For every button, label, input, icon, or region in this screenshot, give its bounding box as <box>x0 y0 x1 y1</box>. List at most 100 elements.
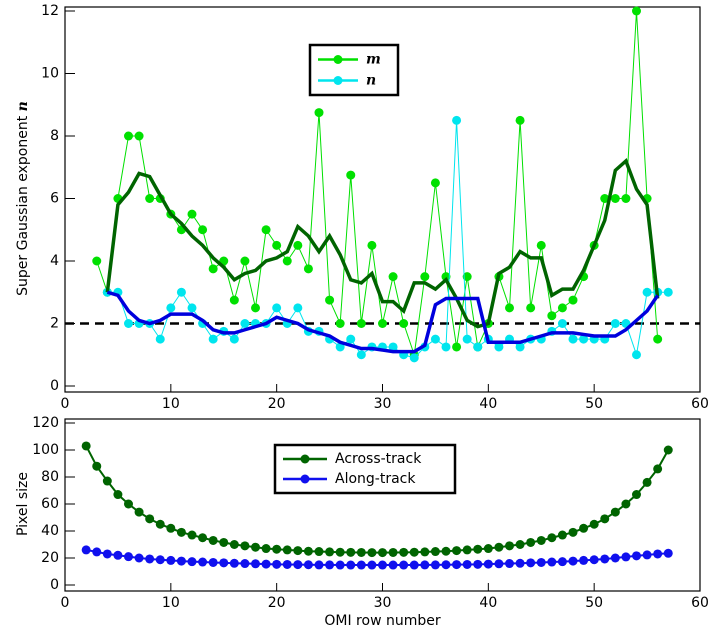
data-point <box>166 555 176 565</box>
data-point <box>261 544 271 554</box>
legend-marker <box>333 76 343 85</box>
data-point <box>632 350 641 360</box>
data-point <box>293 560 303 570</box>
x-tick-label: 20 <box>268 595 286 611</box>
data-point <box>526 558 536 568</box>
data-point <box>452 342 462 352</box>
data-point <box>378 319 387 328</box>
y-tick-label: 10 <box>41 66 59 82</box>
data-point <box>176 556 186 566</box>
data-point <box>314 108 324 118</box>
data-point <box>102 549 112 559</box>
data-point <box>303 264 313 274</box>
data-point <box>505 541 514 551</box>
x-tick-label: 60 <box>691 396 709 412</box>
x-tick-label: 50 <box>585 595 603 611</box>
data-point <box>187 303 197 313</box>
data-point <box>367 240 377 250</box>
data-point <box>251 559 260 569</box>
data-point <box>314 560 324 570</box>
data-point <box>430 547 440 557</box>
data-point <box>462 545 472 555</box>
data-point <box>145 194 155 203</box>
data-point <box>272 559 282 569</box>
data-point <box>642 287 652 297</box>
data-point <box>303 560 313 570</box>
data-point <box>642 477 652 487</box>
data-point <box>92 461 102 471</box>
data-point <box>579 523 589 533</box>
data-point <box>272 303 282 313</box>
data-point <box>208 334 218 344</box>
data-point <box>208 557 218 567</box>
y-tick-label: 0 <box>50 577 59 593</box>
data-point <box>600 554 610 564</box>
data-point <box>81 545 91 555</box>
x-tick-label: 50 <box>585 396 603 412</box>
data-point <box>134 553 144 563</box>
data-point <box>430 178 440 188</box>
legend-marker <box>300 474 310 484</box>
data-point <box>452 560 462 570</box>
y-tick-label: 8 <box>50 128 59 144</box>
data-point <box>526 537 536 547</box>
y-tick-label: 120 <box>32 415 59 431</box>
data-point <box>462 559 472 569</box>
data-point <box>229 295 239 305</box>
data-point <box>515 558 525 568</box>
data-point <box>356 350 366 360</box>
data-point <box>579 555 589 565</box>
data-point <box>187 209 197 219</box>
data-point <box>547 311 557 321</box>
data-point <box>229 334 239 344</box>
y-tick-label: 2 <box>50 316 59 332</box>
data-point <box>314 547 324 557</box>
data-point <box>261 559 271 569</box>
data-point <box>420 272 430 282</box>
data-point <box>155 519 165 529</box>
data-point <box>261 225 271 235</box>
data-point <box>346 547 356 557</box>
data-point <box>409 353 419 363</box>
data-point <box>610 553 620 563</box>
data-point <box>568 334 578 344</box>
data-point <box>441 272 451 282</box>
data-point <box>335 560 345 570</box>
x-tick-label: 10 <box>162 396 180 412</box>
data-point <box>282 256 292 266</box>
series-line <box>106 290 660 354</box>
data-point <box>441 342 451 352</box>
data-point <box>346 170 356 180</box>
data-point <box>557 557 567 567</box>
data-point <box>367 560 377 570</box>
data-point <box>335 547 345 557</box>
x-tick-label: 40 <box>479 396 497 412</box>
data-point <box>388 547 398 557</box>
legend-label: Along-track <box>335 471 416 487</box>
data-point <box>176 527 186 537</box>
data-point <box>134 507 144 517</box>
y-tick-label: 60 <box>41 496 59 512</box>
data-point <box>282 545 292 555</box>
y-axis-label-text: Pixel size <box>15 472 31 536</box>
x-tick-label: 30 <box>374 595 392 611</box>
x-tick-label: 0 <box>61 396 70 412</box>
data-point <box>409 560 419 570</box>
y-tick-label: 20 <box>41 550 59 566</box>
data-point <box>240 319 250 328</box>
data-point <box>589 519 599 529</box>
data-point <box>293 546 303 556</box>
data-point <box>134 131 144 141</box>
data-point <box>547 533 557 543</box>
data-point <box>557 319 567 328</box>
data-point <box>399 560 409 570</box>
data-point <box>462 334 472 344</box>
data-point <box>579 334 589 344</box>
data-point <box>124 552 133 562</box>
data-point <box>526 303 536 313</box>
data-point <box>346 560 356 570</box>
y-tick-label: 80 <box>41 469 59 485</box>
data-point <box>198 533 208 543</box>
y-tick-label: 100 <box>32 442 59 458</box>
data-point <box>642 550 652 560</box>
